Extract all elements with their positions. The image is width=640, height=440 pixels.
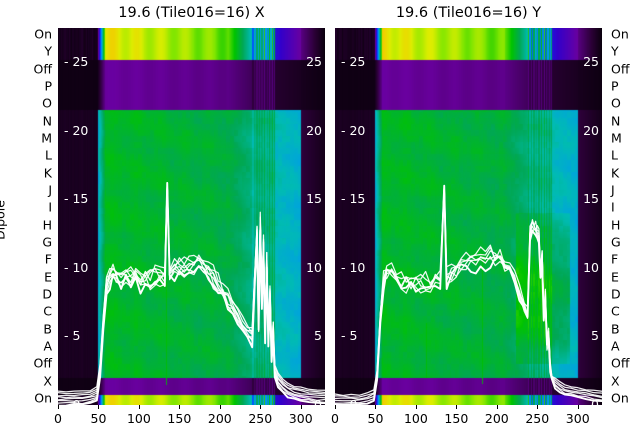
category-label-right: X bbox=[611, 373, 620, 389]
category-label-left: B bbox=[43, 321, 52, 337]
category-label-left: C bbox=[43, 303, 52, 319]
x-tick-mark bbox=[496, 405, 498, 409]
category-label-left: J bbox=[48, 182, 52, 198]
overlay-traces-y bbox=[335, 28, 602, 405]
category-label-right: D bbox=[611, 286, 621, 302]
category-label-left: G bbox=[42, 234, 52, 250]
category-label-right: On bbox=[611, 26, 629, 42]
category-label-left: A bbox=[43, 338, 52, 354]
overlay-trace bbox=[58, 182, 325, 395]
overlay-trace bbox=[335, 185, 602, 398]
x-tick-label: 100 bbox=[126, 411, 151, 426]
category-label-left: On bbox=[34, 26, 52, 42]
panel-title-x: 19.6 (Tile016=16) X bbox=[118, 5, 265, 21]
category-label-right: N bbox=[611, 113, 621, 129]
category-label-left: F bbox=[44, 251, 52, 267]
category-label-left: H bbox=[42, 217, 52, 233]
x-tick-label: 50 bbox=[367, 411, 384, 426]
x-axis-left: 0 50 100 150 200 250 300 bbox=[54, 405, 325, 440]
x-tick-label: 300 bbox=[288, 411, 313, 426]
category-label-left: O bbox=[42, 95, 52, 111]
x-tick-mark bbox=[375, 405, 377, 409]
x-tick-label: 250 bbox=[525, 411, 550, 426]
x-tick-label: 200 bbox=[207, 411, 232, 426]
category-axis-left: On Y Off P O N M L K J I H G F E D C B A Off X On bbox=[0, 0, 56, 440]
overlay-trace bbox=[335, 185, 602, 402]
x-tick-mark bbox=[260, 405, 262, 409]
x-tick-mark bbox=[300, 405, 302, 409]
category-label-right: K bbox=[611, 165, 620, 181]
category-label-right: On bbox=[611, 390, 629, 406]
category-label-left: D bbox=[42, 286, 52, 302]
x-tick-label: 150 bbox=[444, 411, 469, 426]
overlay-trace bbox=[335, 185, 602, 404]
category-label-right: O bbox=[611, 95, 621, 111]
category-label-left: Off bbox=[33, 61, 52, 77]
overlay-traces-x bbox=[58, 28, 325, 405]
category-label-left: L bbox=[45, 147, 52, 163]
category-label-right: E bbox=[611, 269, 619, 285]
category-label-right: Off bbox=[611, 355, 630, 371]
category-label-left: N bbox=[42, 113, 52, 129]
overlay-trace bbox=[58, 182, 325, 401]
x-tick-mark bbox=[219, 405, 221, 409]
panel-x: - 0- 5- 10- 15- 20- 25 0 5 10 15 20 25 bbox=[58, 28, 325, 411]
category-label-right: Y bbox=[611, 43, 619, 59]
category-label-right: M bbox=[611, 130, 622, 146]
category-label-right: F bbox=[611, 251, 619, 267]
panel-y: - 0- 5- 10- 15- 20- 25 0 5 10 15 20 25 bbox=[335, 28, 602, 411]
category-label-left: On bbox=[34, 390, 52, 406]
category-label-right: L bbox=[611, 147, 618, 163]
x-tick-mark bbox=[98, 405, 100, 409]
x-tick-mark bbox=[58, 405, 59, 409]
x-tick-mark bbox=[456, 405, 458, 409]
category-label-left: Y bbox=[44, 43, 52, 59]
x-tick-mark bbox=[335, 405, 336, 409]
category-label-right: I bbox=[611, 199, 615, 215]
category-label-right: P bbox=[611, 78, 619, 94]
category-label-left: E bbox=[44, 269, 52, 285]
category-label-left: Off bbox=[33, 355, 52, 371]
overlay-trace bbox=[58, 182, 325, 397]
x-tick-label: 150 bbox=[167, 411, 192, 426]
overlay-trace bbox=[58, 182, 325, 393]
overlay-trace bbox=[335, 185, 602, 400]
x-axis-right: 0 50 100 150 200 250 300 bbox=[331, 405, 602, 440]
overlay-trace bbox=[58, 182, 325, 402]
category-label-left: M bbox=[41, 130, 52, 146]
category-label-right: J bbox=[611, 182, 615, 198]
category-label-right: H bbox=[611, 217, 621, 233]
category-label-right: Off bbox=[611, 61, 630, 77]
category-label-left: X bbox=[43, 373, 52, 389]
overlay-trace bbox=[335, 185, 602, 397]
x-tick-label: 200 bbox=[484, 411, 509, 426]
category-label-left: I bbox=[48, 199, 52, 215]
category-axis-right: On Y Off P O N M L K J I H G F E D C B A Off X On bbox=[606, 0, 640, 440]
x-tick-label: 300 bbox=[565, 411, 590, 426]
category-label-right: C bbox=[611, 303, 620, 319]
x-tick-mark bbox=[138, 405, 140, 409]
panel-title-y: 19.6 (Tile016=16) Y bbox=[395, 5, 542, 21]
x-tick-label: 50 bbox=[90, 411, 107, 426]
overlay-trace bbox=[58, 182, 325, 399]
category-label-left: K bbox=[43, 165, 52, 181]
overlay-trace bbox=[335, 184, 602, 405]
x-tick-label: 250 bbox=[248, 411, 273, 426]
overlay-trace bbox=[58, 181, 325, 405]
x-tick-label: 0 bbox=[331, 411, 339, 426]
x-tick-mark bbox=[179, 405, 181, 409]
category-label-right: B bbox=[611, 321, 620, 337]
category-label-right: A bbox=[611, 338, 620, 354]
category-label-right: G bbox=[611, 234, 621, 250]
x-tick-label: 0 bbox=[54, 411, 62, 426]
x-tick-mark bbox=[577, 405, 579, 409]
x-tick-label: 100 bbox=[403, 411, 428, 426]
x-tick-mark bbox=[415, 405, 417, 409]
x-tick-mark bbox=[537, 405, 539, 409]
overlay-trace bbox=[58, 182, 325, 405]
category-label-left: P bbox=[44, 78, 52, 94]
